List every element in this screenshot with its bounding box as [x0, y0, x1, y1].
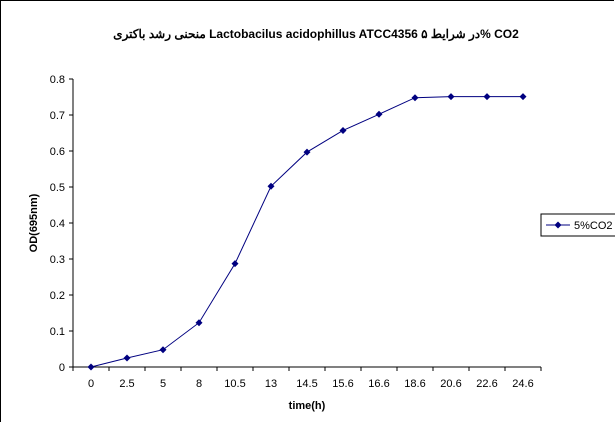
y-tick-label: 0.7	[50, 110, 65, 122]
x-tick-label: 13	[265, 378, 277, 390]
x-tick-label: 22.6	[476, 378, 497, 390]
data-point	[375, 110, 383, 118]
x-tick-label: 20.6	[440, 378, 461, 390]
x-tick-label: 24.6	[512, 378, 533, 390]
x-tick-label: 15.6	[332, 378, 353, 390]
data-point	[339, 126, 347, 134]
data-point	[411, 94, 419, 102]
x-tick-label: 14.5	[296, 378, 317, 390]
legend-series-marker	[554, 221, 562, 229]
data-point	[87, 363, 95, 371]
x-tick-label: 8	[196, 378, 202, 390]
x-tick-label: 5	[160, 378, 166, 390]
y-tick-label: 0.5	[50, 182, 65, 194]
legend-series-label: 5%CO2	[574, 220, 613, 232]
y-axis-ticks: 0 0.1 0.2 0.3 0.4 0.5 0.6 0.7 0.8	[50, 74, 73, 374]
data-point	[195, 319, 203, 327]
series-line	[90, 96, 523, 368]
y-tick-label: 0.6	[50, 146, 65, 158]
chart-title: منحنی رشد باکتری Lactobacilus acidophill…	[113, 27, 519, 42]
y-tick-label: 0.2	[50, 290, 65, 302]
data-point	[231, 260, 239, 268]
data-point	[447, 93, 455, 101]
data-point	[267, 182, 275, 190]
data-point	[519, 93, 527, 101]
x-axis-label: time(h)	[289, 400, 326, 412]
y-tick-label: 0	[59, 362, 65, 374]
legend: 5%CO2	[540, 213, 615, 237]
x-tick-label: 10.5	[224, 378, 245, 390]
y-tick-label: 0.4	[50, 218, 65, 230]
data-point	[483, 93, 491, 101]
legend-box	[540, 213, 615, 237]
y-tick-label: 0.8	[50, 74, 65, 86]
x-tick-label: 0	[88, 378, 94, 390]
y-tick-label: 0.3	[50, 254, 65, 266]
data-point	[159, 346, 167, 354]
data-point	[303, 148, 311, 156]
x-tick-label: 2.5	[119, 378, 134, 390]
y-tick-label: 0.1	[50, 326, 65, 338]
data-point	[123, 354, 131, 362]
x-tick-label: 18.6	[404, 378, 425, 390]
x-axis-ticks: 0 2.5 5 8 10.5 13 14.5 15.6 16.6 18.6 20.6 22.6 24.6	[72, 367, 542, 390]
y-axis-label: OD(695nm)	[28, 193, 40, 252]
x-tick-label: 16.6	[368, 378, 389, 390]
series-layer	[87, 93, 527, 371]
